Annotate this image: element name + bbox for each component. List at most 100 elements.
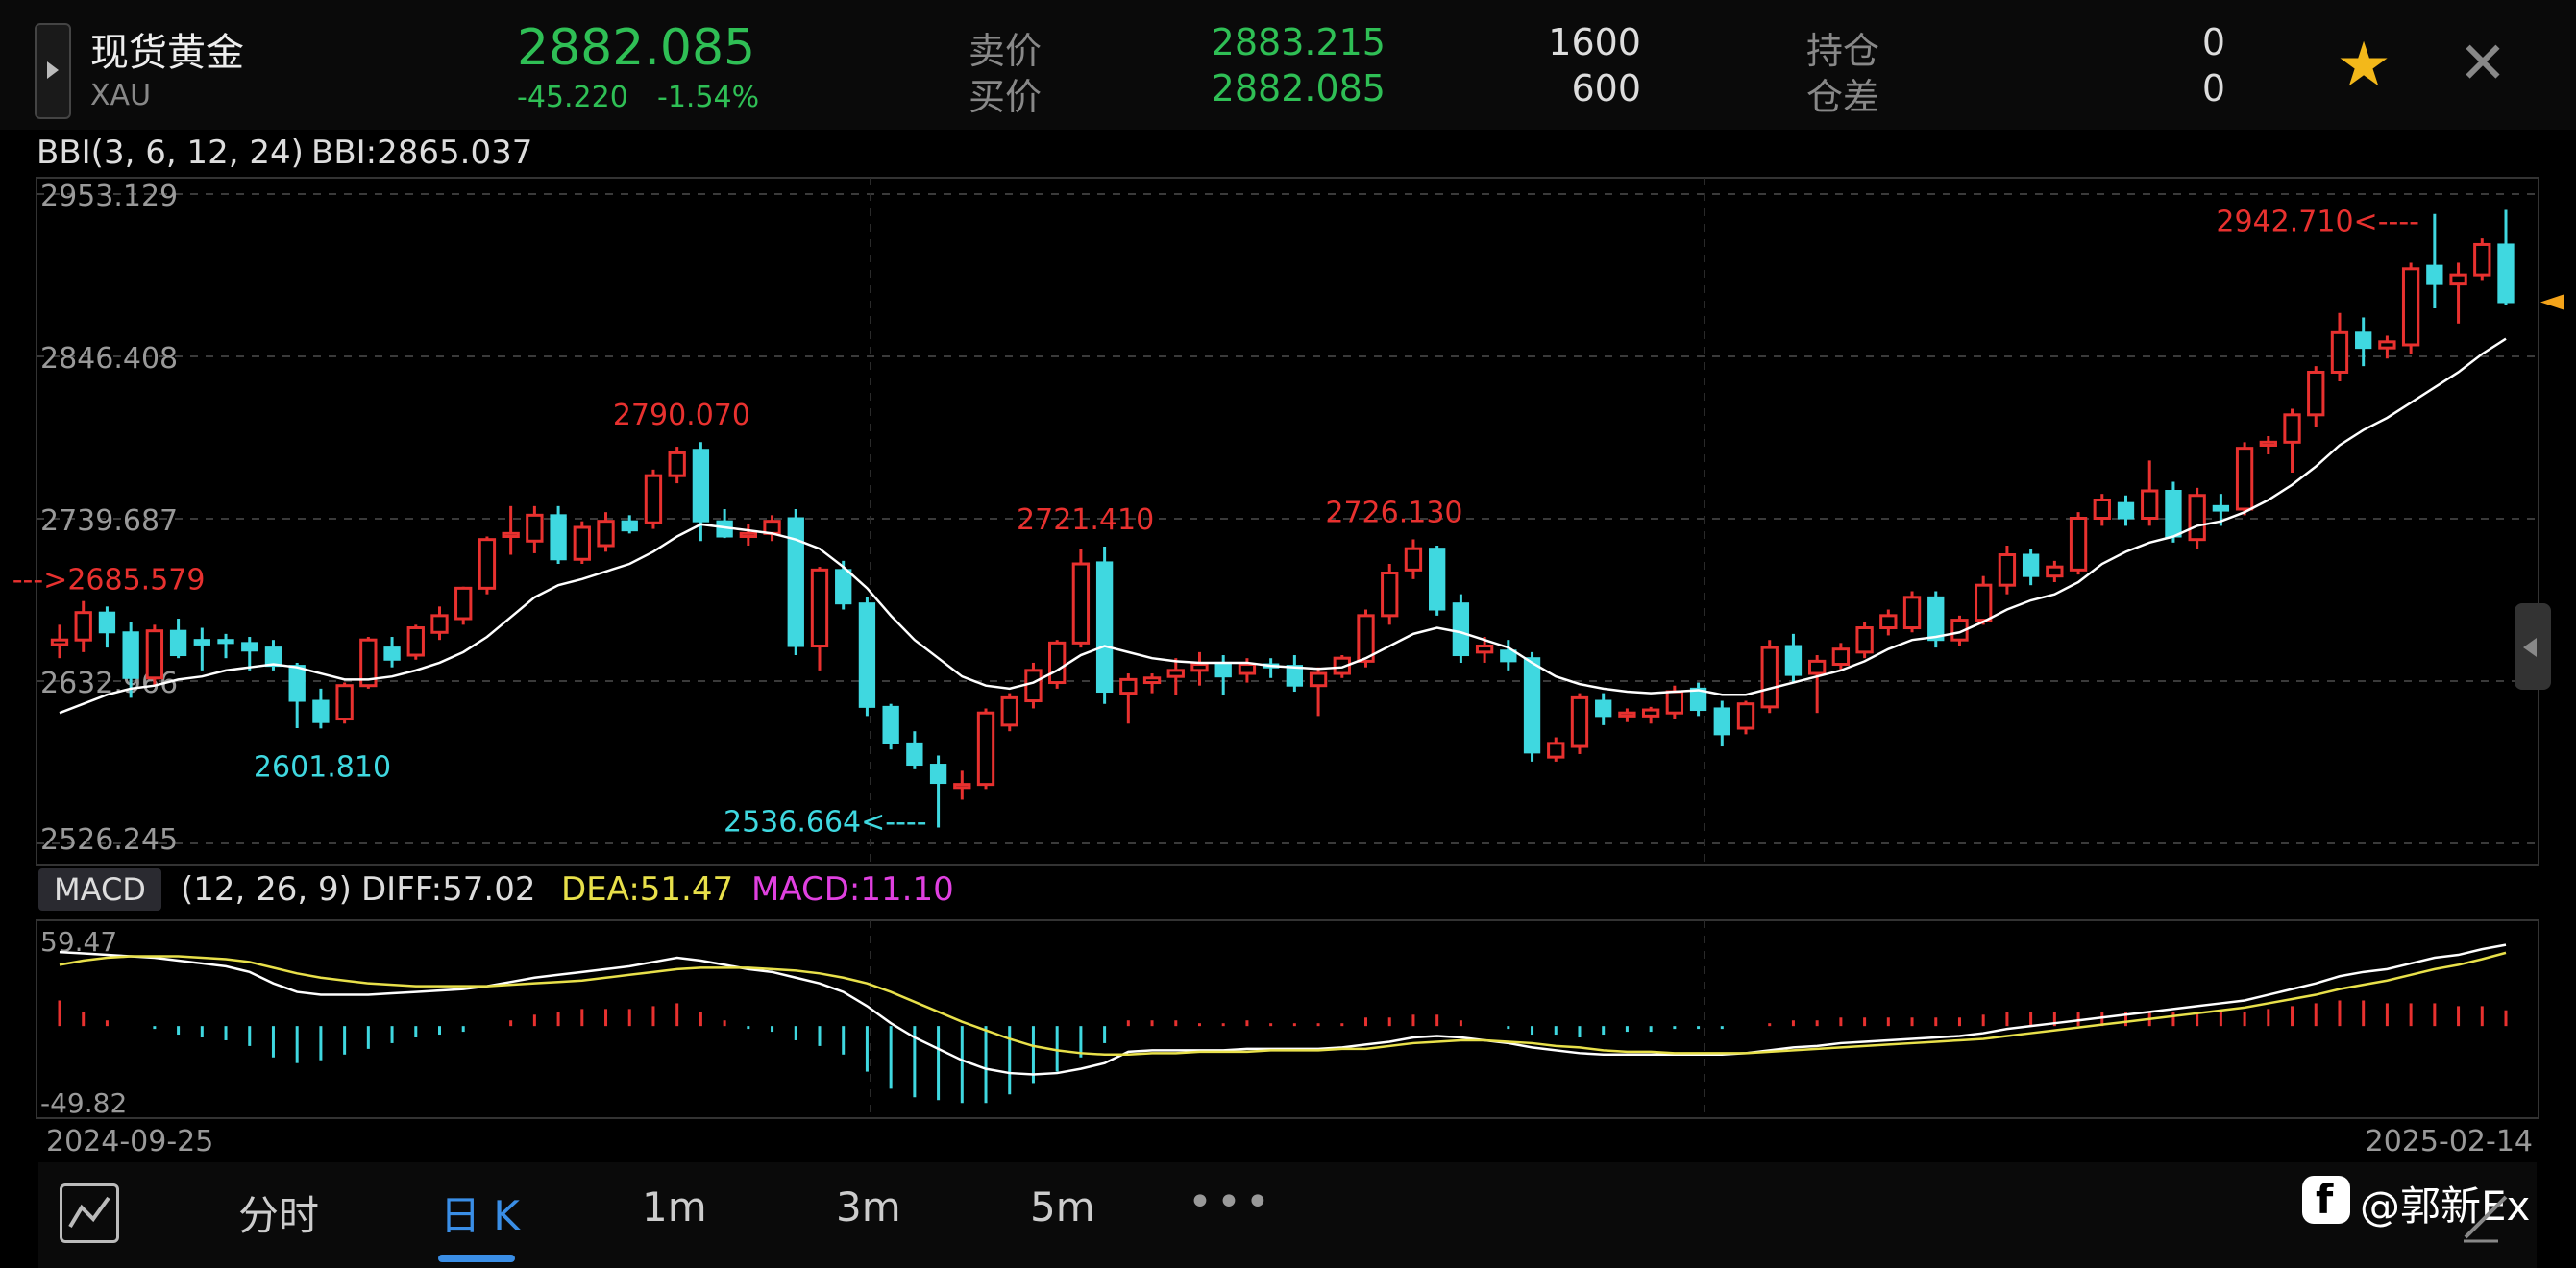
- candle-body: [1238, 663, 1257, 675]
- candle-body: [1689, 687, 1707, 712]
- watermark-text: @郭新Ex: [2360, 1183, 2531, 1230]
- candle-body: [1808, 659, 1827, 675]
- position-diff-label: 仓差: [1806, 76, 1880, 118]
- current-price-marker: [2540, 294, 2564, 310]
- candle-body: [976, 711, 995, 787]
- candle-body: [98, 611, 116, 634]
- close-icon[interactable]: ✕: [2458, 30, 2508, 97]
- candle-body: [2165, 490, 2182, 538]
- tab-intraday[interactable]: 分时: [238, 1192, 320, 1239]
- candle-body: [478, 538, 497, 590]
- candle-body: [2330, 330, 2349, 374]
- candle-body: [858, 602, 876, 708]
- instrument-code: XAU: [90, 79, 152, 112]
- candle-body: [929, 764, 947, 785]
- candle-body: [2188, 494, 2206, 542]
- bbi-params: BBI(3, 6, 12, 24): [37, 134, 304, 172]
- candle-body: [1595, 699, 1612, 718]
- candle-body: [241, 642, 258, 652]
- x-start-date-label: 2024-09-25: [46, 1125, 213, 1158]
- dea-line: [59, 951, 2507, 1057]
- candle-body: [787, 517, 804, 647]
- bbi-line: [59, 337, 2507, 715]
- main-pane-border: [36, 177, 2539, 866]
- candle-body: [1975, 583, 1993, 622]
- candle-body: [810, 568, 829, 648]
- candle-body: [312, 699, 330, 723]
- candle-body: [1119, 677, 1138, 695]
- candle-body: [74, 611, 92, 642]
- line-chart-icon[interactable]: [60, 1183, 119, 1243]
- candle-body: [1760, 646, 1779, 709]
- candle-body: [2093, 499, 2111, 521]
- extreme-price-label: 2536.664<----: [724, 806, 927, 840]
- pen-icon[interactable]: [2460, 1191, 2512, 1243]
- price-tick-label: 2846.408: [40, 342, 178, 376]
- candle-body: [502, 531, 520, 539]
- candle-body: [621, 520, 638, 532]
- tab-1m[interactable]: 1m: [642, 1183, 707, 1231]
- candle-body: [454, 586, 473, 621]
- candle-body: [2212, 504, 2230, 512]
- candle-body: [1831, 647, 1851, 667]
- extreme-price-label: 2942.710<----: [2216, 205, 2419, 238]
- candle-body: [1618, 711, 1636, 718]
- candle-body: [335, 684, 354, 721]
- candle-body: [1190, 663, 1209, 672]
- instrument-name: 现货黄金: [90, 31, 244, 75]
- candle-body: [1048, 641, 1067, 685]
- chevron-right-icon[interactable]: [35, 23, 71, 119]
- candle-body: [573, 525, 591, 561]
- candle-body: [2235, 447, 2254, 511]
- candle-body: [383, 646, 401, 661]
- candle-body: [288, 665, 306, 702]
- candle-body: [2497, 243, 2515, 304]
- more-options-button[interactable]: •••: [1188, 1178, 1274, 1227]
- candle-body: [550, 514, 567, 561]
- candle-body: [882, 705, 899, 744]
- dea-value: DEA:51.47: [561, 870, 734, 909]
- candle-body: [1404, 547, 1423, 572]
- price-tick-label: 2739.687: [40, 504, 178, 538]
- candle-body: [1902, 596, 1922, 630]
- candle-body: [1166, 669, 1185, 678]
- candle-body: [2283, 413, 2301, 444]
- extreme-price-label: 2726.130: [1325, 496, 1462, 529]
- tab-daily-k[interactable]: 日 K: [440, 1192, 520, 1239]
- candle-body: [50, 638, 69, 646]
- candle-body: [526, 513, 544, 543]
- position-value: 0: [2201, 21, 2225, 63]
- star-icon[interactable]: ★: [2336, 30, 2392, 101]
- side-panel-handle[interactable]: [2515, 603, 2551, 690]
- candle-body: [668, 451, 686, 477]
- candle-body: [1500, 649, 1517, 663]
- candle-body: [1641, 708, 1660, 718]
- last-price: 2882.085: [517, 19, 756, 77]
- extreme-price-label: 2721.410: [1017, 503, 1154, 537]
- price-tick-label: 2526.245: [40, 823, 178, 857]
- position-label: 持仓: [1806, 30, 1880, 72]
- candle-body: [1309, 671, 1328, 688]
- tab-5m[interactable]: 5m: [1030, 1183, 1095, 1231]
- ask-label: 卖价: [969, 30, 1043, 72]
- active-tab-indicator: [438, 1255, 515, 1262]
- candle-body: [2449, 273, 2467, 286]
- bid-label: 买价: [969, 76, 1043, 118]
- candle-body: [2117, 501, 2135, 520]
- candle-body: [953, 783, 971, 790]
- candle-body: [1333, 656, 1351, 675]
- candle-body: [2069, 517, 2088, 572]
- candle-body: [2022, 553, 2040, 577]
- candle-body: [644, 474, 663, 524]
- candle-body: [739, 531, 757, 539]
- candle-body: [169, 629, 187, 657]
- candle-body: [2473, 242, 2491, 277]
- candle-body: [359, 638, 378, 688]
- candle-body: [1142, 676, 1162, 685]
- candle-body: [1570, 695, 1589, 748]
- candle-body: [2307, 370, 2325, 417]
- macd-selector[interactable]: MACD: [38, 868, 161, 911]
- candle-body: [2259, 440, 2277, 447]
- tab-3m[interactable]: 3m: [836, 1183, 901, 1231]
